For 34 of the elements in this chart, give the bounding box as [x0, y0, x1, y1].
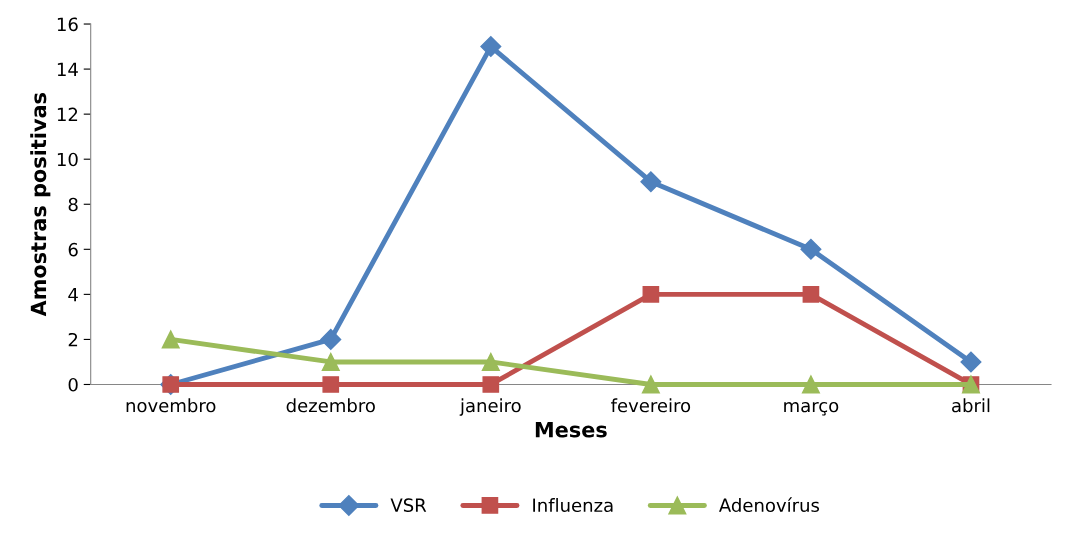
y-tick-label: 14 [57, 62, 78, 76]
point [800, 238, 822, 260]
x-tick-label: janeiro [459, 398, 521, 416]
point [642, 286, 660, 303]
point [480, 36, 502, 58]
legend-label: Influenza [533, 498, 613, 513]
y-tick-label: 12 [57, 107, 78, 121]
legend-label: Adenovírus [719, 497, 820, 513]
point [641, 375, 660, 394]
point [321, 352, 340, 371]
y-tick-label: 10 [57, 152, 78, 167]
point [802, 286, 820, 303]
y-tick-label: 6 [68, 242, 78, 257]
y-tick-label: 0 [68, 377, 78, 392]
x-axis-title: Meses [535, 422, 607, 438]
point [640, 171, 662, 193]
point [482, 376, 500, 393]
y-tick-label: 8 [68, 197, 78, 212]
point [960, 351, 982, 373]
point [322, 376, 340, 393]
y-axis-title: Amostras positivas [30, 93, 51, 317]
point [320, 328, 342, 350]
x-tick-label: dezembro [286, 398, 375, 413]
y-tick-label: 16 [57, 17, 78, 32]
x-tick-label: março [784, 401, 839, 416]
x-tick-label: novembro [126, 398, 216, 413]
x-tick-label: abril [952, 398, 990, 413]
y-tick-label: 4 [68, 288, 78, 302]
point [481, 352, 500, 371]
point [161, 330, 180, 349]
y-tick-label: 2 [68, 332, 78, 347]
x-tick-label: fevereiro [611, 398, 691, 413]
point [801, 375, 820, 394]
legend-label: VSR [390, 498, 427, 513]
